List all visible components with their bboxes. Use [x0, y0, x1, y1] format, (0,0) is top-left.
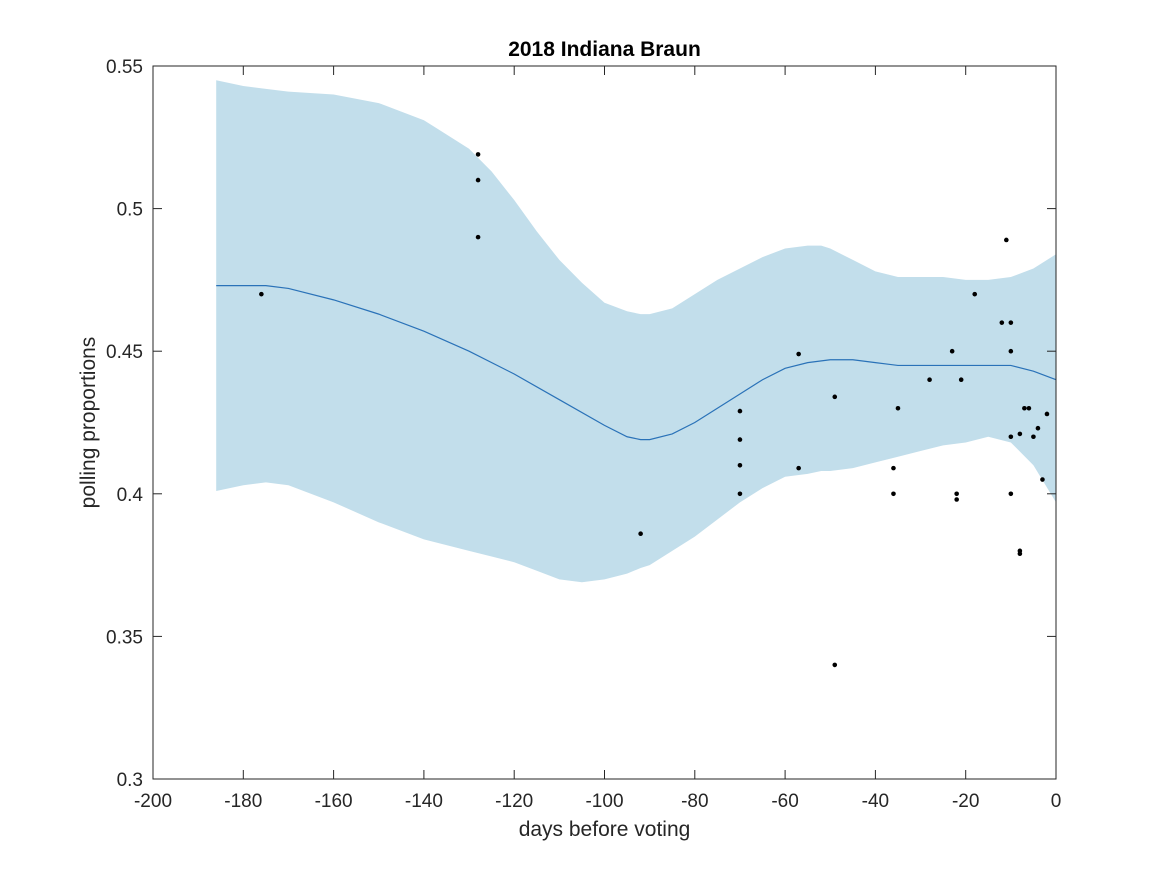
data-point: [638, 531, 643, 537]
y-tick-label: 0.5: [117, 200, 143, 221]
data-point: [927, 377, 932, 383]
data-point: [1008, 491, 1014, 497]
x-tick-label: -200: [134, 791, 172, 812]
chart-title: 2018 Indiana Braun: [508, 38, 701, 61]
x-axis-label: days before voting: [519, 818, 691, 841]
data-point: [1044, 411, 1050, 417]
x-tick-label: 0: [1051, 791, 1062, 812]
data-point: [475, 234, 481, 240]
data-point: [1026, 405, 1032, 411]
y-axis-label: polling proportions: [77, 337, 100, 509]
x-tick-label: -100: [585, 791, 623, 812]
x-tick-label: -120: [495, 791, 533, 812]
x-tick-label: -40: [862, 791, 889, 812]
y-tick-label: 0.3: [117, 770, 143, 791]
data-point: [958, 377, 964, 383]
data-point: [999, 320, 1005, 325]
data-point: [737, 462, 743, 468]
data-point: [475, 177, 481, 183]
data-point: [1017, 431, 1023, 437]
data-point: [1017, 551, 1023, 556]
data-point: [954, 491, 959, 497]
y-tick-label: 0.45: [106, 342, 143, 363]
y-tick-label: 0.35: [106, 627, 143, 648]
data-point: [1008, 434, 1014, 440]
x-tick-label: -80: [681, 791, 708, 812]
x-tick-label: -20: [952, 791, 979, 812]
data-point: [895, 405, 901, 411]
y-tick-label: 0.55: [106, 57, 143, 78]
confidence-band: [216, 80, 1056, 583]
data-point: [1031, 434, 1036, 440]
data-point: [737, 491, 743, 497]
data-point: [1035, 425, 1041, 431]
data-point: [1008, 348, 1014, 354]
data-point: [832, 662, 838, 668]
data-point: [737, 408, 743, 414]
trend-line: [216, 285, 1057, 441]
data-point: [949, 348, 955, 354]
x-tick-label: -160: [315, 791, 353, 812]
ticks: -200 -180 -160 -140 -120 -100 -80 -60 -40 -20 00.3…: [106, 57, 1061, 812]
data-point: [891, 491, 896, 497]
data-point: [1008, 320, 1014, 325]
data-point: [796, 465, 801, 471]
x-tick-label: -140: [405, 791, 443, 812]
data-point: [796, 351, 801, 357]
data-point: [972, 291, 978, 297]
y-tick-label: 0.4: [117, 485, 144, 506]
data-point: [259, 291, 264, 297]
data-point: [832, 394, 838, 400]
data-point: [737, 437, 743, 442]
data-point: [954, 497, 959, 502]
data-point: [475, 152, 481, 157]
plot-area: [216, 80, 1057, 668]
data-point: [1040, 477, 1045, 482]
data-point: [891, 465, 896, 471]
data-point: [1022, 405, 1027, 411]
data-point: [1004, 237, 1009, 243]
x-tick-label: -60: [771, 791, 798, 812]
x-tick-label: -180: [224, 791, 262, 812]
